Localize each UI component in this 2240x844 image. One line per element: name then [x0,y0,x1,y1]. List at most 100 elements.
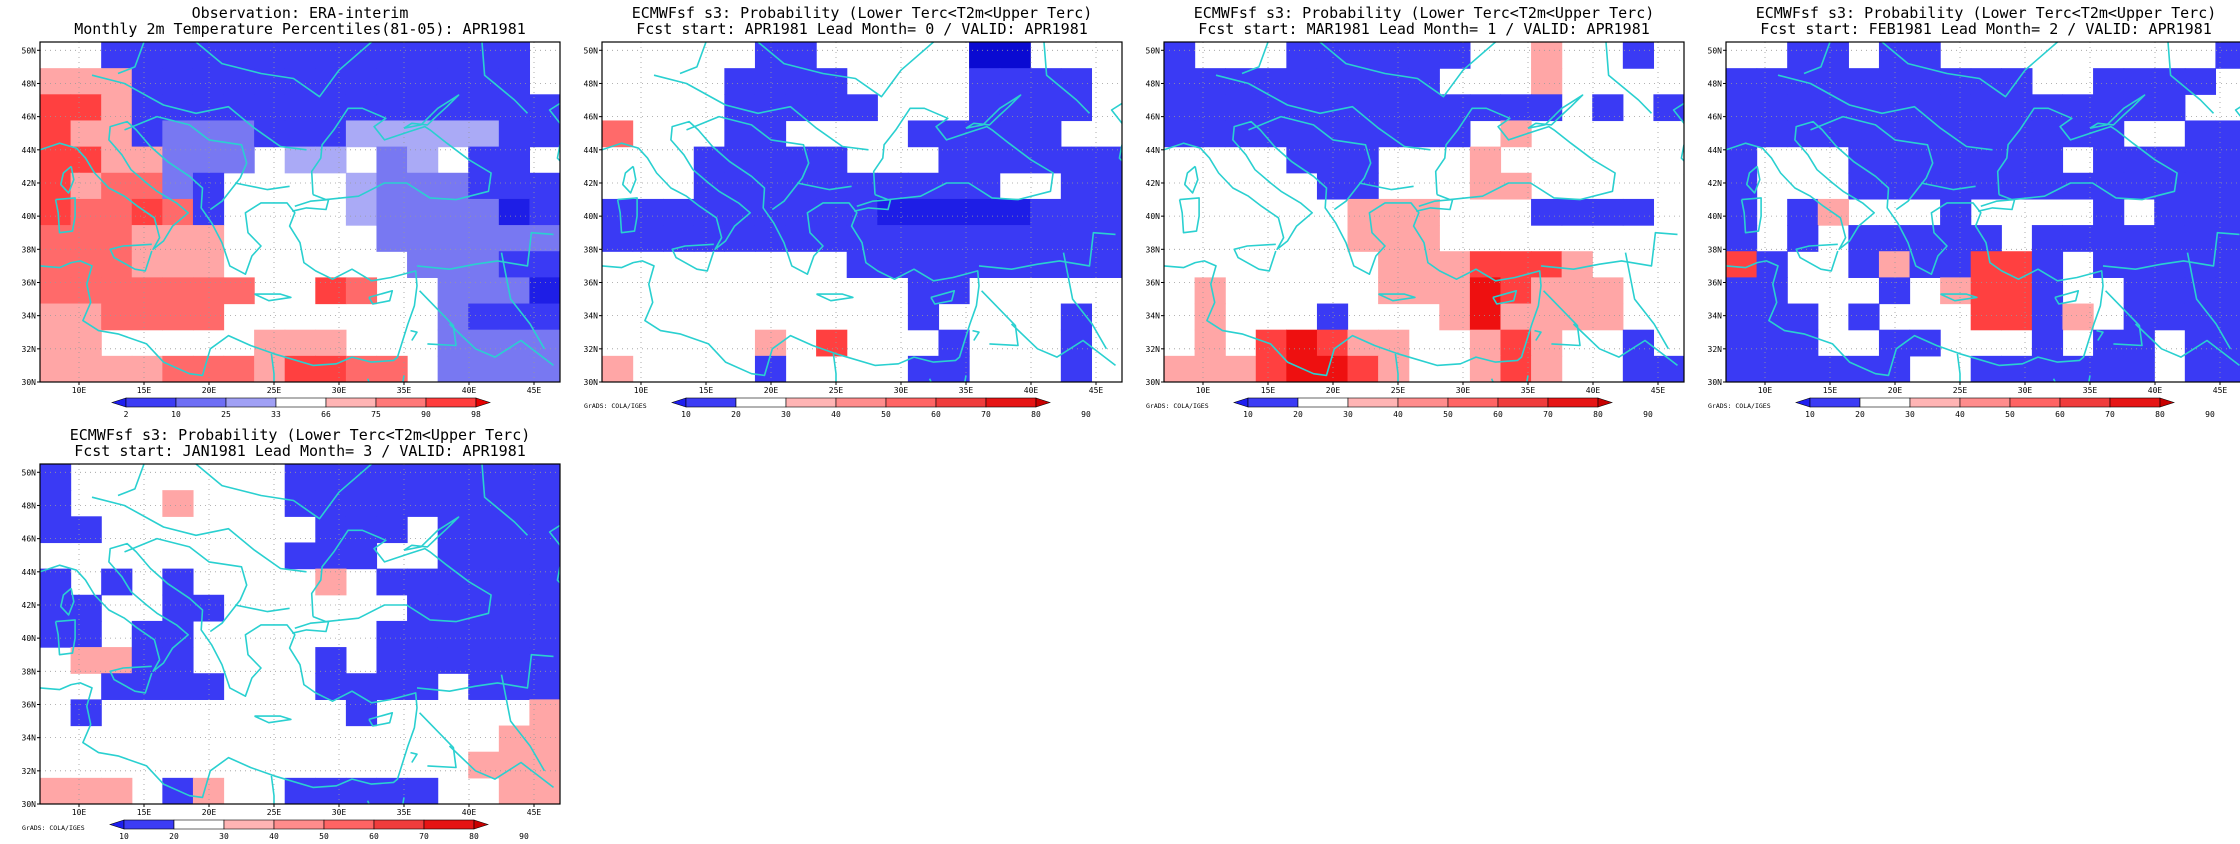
colorbar-segment [1297,397,1349,408]
heatmap-cell [999,225,1031,252]
colorbar-label: 70 [981,410,991,419]
colorbar-label: 98 [471,410,481,419]
heatmap-cell [223,94,255,122]
heatmap-cell [498,42,531,69]
heatmap-cell [192,777,225,804]
coastline [109,243,153,272]
coastline [679,42,707,75]
heatmap-cell [1347,198,1379,226]
y-tick-label: 38N [22,245,37,254]
coastline [556,144,560,175]
heatmap-cell [468,120,500,148]
coastline [91,74,307,151]
heatmap-cell [2001,146,2033,174]
heatmap-cell [1439,303,1471,331]
y-tick-label: 34N [1708,312,1723,321]
heatmap-cell [162,303,194,331]
colorbar-label: 33 [271,410,281,419]
credit-text: GrADS: COLA/IGES [22,824,85,832]
colorbar-label: 20 [169,832,179,840]
colorbar-extend-high [475,397,491,408]
coastline [292,620,330,634]
heatmap-cell [376,647,408,674]
heatmap-cell [498,120,531,148]
colorbar: 10 20 30 40 50 60 70 80 90 [109,819,529,841]
x-tick-label: 20E [1888,386,1903,395]
heatmap-cell [70,303,102,331]
heatmap-cell [1848,172,1880,200]
coastline [854,198,892,212]
y-tick-label: 30N [1708,378,1723,387]
colorbar-segment [1909,397,1961,408]
coastline [1378,293,1416,302]
heatmap-cell [2031,120,2064,148]
heatmap-cell [345,542,378,570]
heatmap-cell [1194,68,1226,95]
heatmap-cell [407,673,439,700]
heatmap-cell [907,120,940,148]
heatmap-cell [1030,120,1062,148]
heatmap-cell [345,120,378,148]
colorbar-label: 30 [1905,410,1915,419]
heatmap-cell [1194,94,1226,122]
heatmap-cell [602,355,634,382]
coastline [972,329,980,341]
coastline [117,42,145,75]
coastline [1605,42,1653,114]
heatmap-cell [254,120,286,148]
x-tick-label: 20E [202,808,217,817]
x-tick-label: 20E [1326,386,1341,395]
heatmap-cell [1848,225,1880,252]
panel-subtitle: Fcst start: MAR1981 Lead Month= 1 / VALI… [1198,20,1650,38]
x-tick-label: 10E [72,808,87,817]
heatmap-cell [1531,251,1563,278]
heatmap-cell [162,225,194,252]
x-tick-label: 45E [2213,386,2228,395]
heatmap-cell [223,277,255,305]
y-tick-label: 50N [1708,46,1723,55]
y-tick-label: 40N [22,634,37,643]
x-tick-label: 30E [332,808,347,817]
colorbar-segment [985,397,1037,408]
y-tick-label: 36N [584,278,599,287]
heatmap-cell [407,647,439,674]
colorbar-label: 40 [831,410,841,419]
heatmap-cell [1060,225,1093,252]
colorbar-segment [885,397,937,408]
heatmap-cell [1164,42,1196,69]
heatmap-cell [1940,251,1972,278]
heatmap-cell [315,329,347,357]
heatmap-cell [1408,251,1440,278]
heatmap-cell [1378,120,1410,148]
heatmap-cell [1316,172,1349,200]
heatmap-cell [70,355,102,382]
map-panel-4: ECMWFsf s3: Probability (Lower Terc<T2m<… [1708,4,2240,419]
heatmap-cell [1940,94,1972,122]
coastline [40,120,418,377]
map-area [40,42,560,382]
heatmap-cell [498,355,531,382]
coastline [40,542,418,799]
heatmap-cell [40,172,72,200]
heatmap-cell [1469,251,1502,278]
y-tick-label: 44N [1146,146,1161,155]
y-tick-label: 30N [22,800,37,809]
coastline [1940,293,1978,302]
heatmap-cell [529,542,560,570]
y-tick-label: 32N [22,767,37,776]
y-tick-label: 30N [584,378,599,387]
heatmap-cell [376,225,408,252]
heatmap-cell [1940,120,1972,148]
heatmap-cell [498,516,531,544]
heatmap-cell [2031,225,2064,252]
heatmap-cell [498,94,531,122]
y-tick-label: 38N [1708,245,1723,254]
map-frame [39,41,561,383]
heatmap-cell [70,94,102,122]
heatmap-cell [1940,146,1972,174]
heatmap-cell [468,303,500,331]
x-tick-label: 40E [1024,386,1039,395]
heatmap-cell [70,68,102,95]
colorbar-extend-high [473,819,489,830]
